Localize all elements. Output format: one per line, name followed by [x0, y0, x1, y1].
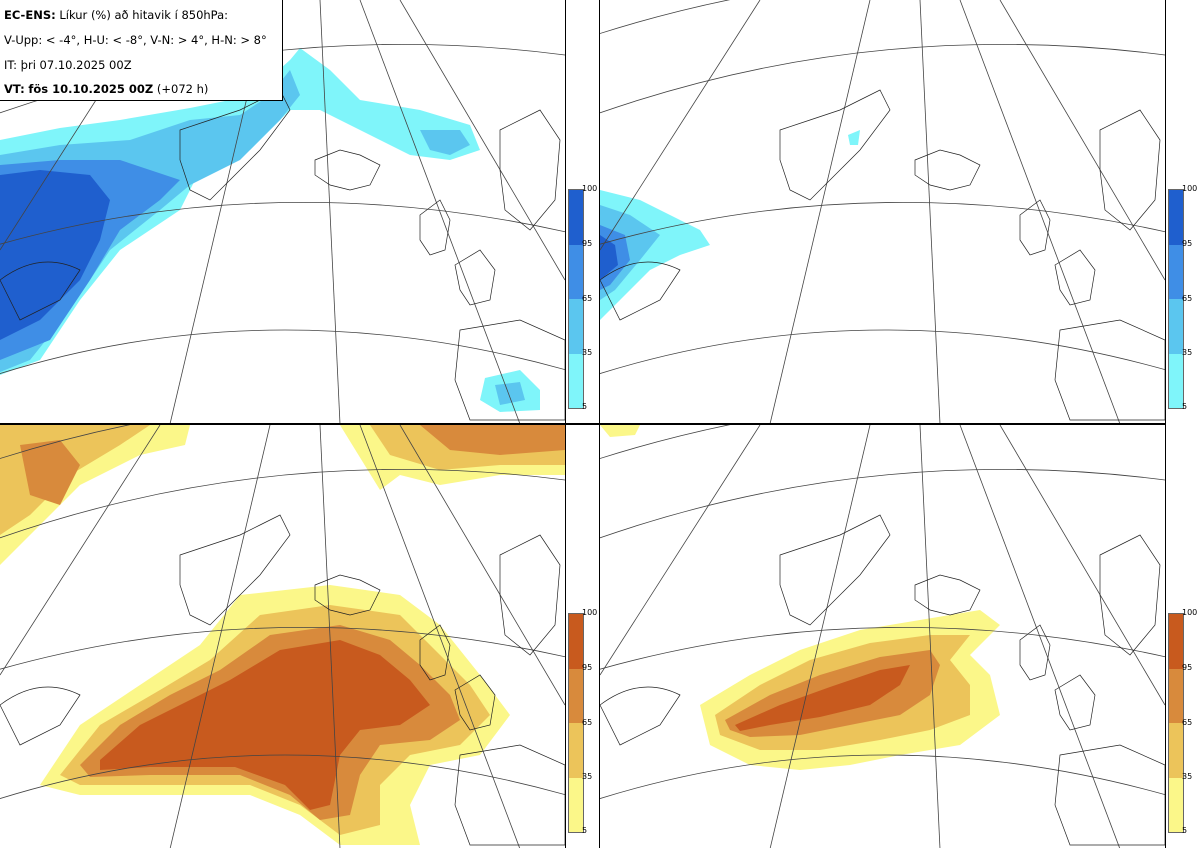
map-warm-8 — [600, 425, 1165, 848]
model-label: EC-ENS: — [4, 8, 56, 22]
map-cold-8 — [600, 0, 1165, 424]
map-warm-4 — [0, 425, 565, 848]
coastlines — [600, 89, 1165, 421]
cbar-tick-label: 95 — [582, 663, 593, 672]
cbar-tick-label: 65 — [582, 718, 593, 727]
panel-cold-8 — [600, 0, 1165, 424]
coastlines — [0, 514, 565, 846]
panel-warm-8 — [600, 425, 1165, 849]
valid-prefix: VT: — [4, 82, 25, 96]
cbar-tick-label: 100 — [582, 608, 598, 617]
cbar-tick-label: 100 — [582, 184, 598, 193]
cbar-tick-label: 35 — [1182, 348, 1193, 357]
cbar-tick-label: 35 — [1182, 772, 1193, 781]
panel-divider-vertical — [565, 0, 566, 848]
cbar-tick-label: 65 — [582, 294, 593, 303]
prob-fill — [600, 425, 1000, 770]
cbar-tick-label: 95 — [1182, 239, 1193, 248]
valid-time: fös 10.10.2025 00Z — [28, 82, 154, 96]
graticule — [600, 425, 1165, 848]
cbar-tick-label: 5 — [582, 402, 588, 411]
graticule — [600, 0, 1165, 424]
cbar-tick-label: 5 — [1182, 826, 1188, 835]
cbar-tick-label: 65 — [1182, 718, 1193, 727]
prob-fill — [0, 425, 565, 845]
graticule — [0, 425, 565, 848]
coastlines — [0, 89, 565, 421]
prob-fill — [600, 130, 860, 320]
cbar-tick-label: 100 — [1182, 184, 1198, 193]
colorbar-orange-left — [568, 613, 584, 833]
cbar-tick-label: 35 — [582, 772, 593, 781]
init-time: IT: þri 07.10.2025 00Z — [4, 58, 132, 72]
cbar-tick-label: 5 — [582, 826, 588, 835]
colorbar-blue-right — [1168, 189, 1184, 409]
cbar-tick-label: 35 — [582, 348, 593, 357]
cbar-tick-label: 95 — [1182, 663, 1193, 672]
coastlines — [600, 514, 1165, 846]
cbar-tick-label: 95 — [582, 239, 593, 248]
lead-time: (+072 h) — [156, 82, 209, 96]
colorbar-blue-left — [568, 189, 584, 409]
panel-divider-vertical — [1165, 0, 1166, 848]
panel-divider-vertical — [599, 0, 600, 848]
map-title: Líkur (%) að hitavik í 850hPa: — [59, 8, 229, 22]
colorbar-orange-right — [1168, 613, 1184, 833]
panel-divider-horizontal — [0, 423, 1166, 425]
threshold-legend: V-Upp: < -4°, H-U: < -8°, V-N: > 4°, H-N… — [4, 33, 267, 47]
cbar-tick-label: 5 — [1182, 402, 1188, 411]
panel-warm-4 — [0, 425, 565, 849]
cbar-tick-label: 100 — [1182, 608, 1198, 617]
cbar-tick-label: 65 — [1182, 294, 1193, 303]
info-box: EC-ENS: Líkur (%) að hitavik í 850hPa: V… — [0, 0, 283, 101]
prob-fill — [0, 48, 540, 412]
